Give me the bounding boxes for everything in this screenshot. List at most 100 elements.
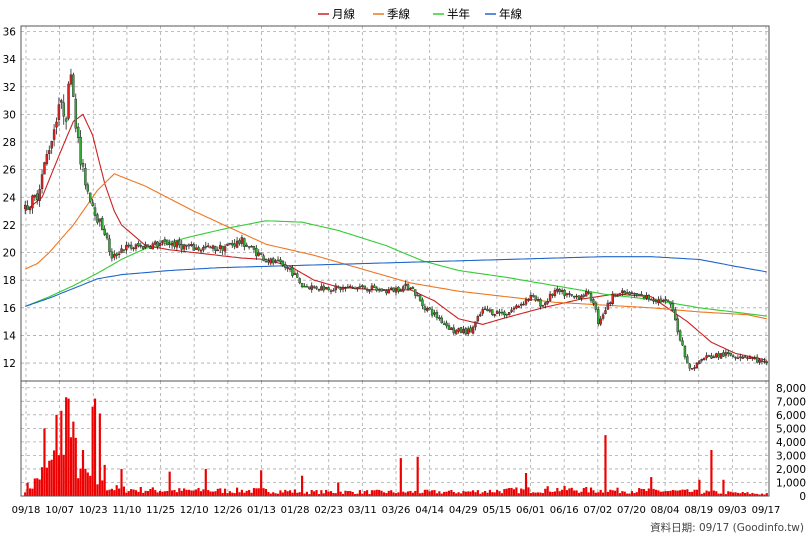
candle-down [300,282,304,288]
volume-bar [751,492,754,496]
volume-bar [404,492,407,496]
candle-down [710,355,713,359]
volume-bar [38,479,41,496]
volume-bar [609,489,612,496]
volume-bar [173,489,176,496]
volume-bar [443,491,446,496]
candle-up [467,328,470,335]
volume-bar [732,492,735,496]
candle-up [527,299,530,301]
volume-bar [219,488,222,496]
candle-up [657,299,660,304]
volume-bar [601,492,605,496]
candle-down [79,136,82,165]
legend-label: 半年 [447,7,470,21]
candle-up [170,242,174,246]
volume-bar [308,494,311,496]
candle-down [654,300,658,303]
price-tick-label: 12 [3,358,16,370]
volume-bar [589,487,593,496]
volume-bar [614,490,617,496]
candle-down [197,247,200,251]
candle-up [113,254,116,258]
volume-bar [142,492,145,496]
candle-down [505,313,508,316]
candle-up [257,252,260,256]
volume-bar [606,491,609,496]
candle-up [493,314,496,316]
candle-up [409,287,412,290]
candle-down [428,307,431,310]
candle-up [479,314,482,317]
volume-bar [515,487,518,496]
candle-up [48,150,51,154]
candle-up [219,244,222,249]
candle-up [510,309,513,312]
volume-bar [149,488,152,496]
candle-down [26,205,29,210]
candle-down [93,207,97,216]
candle-up [474,321,477,328]
volume-bar [674,490,677,496]
volume-bar [575,490,578,496]
volume-bar [433,490,436,496]
volume-bar [163,491,166,496]
volume-bar [647,488,650,496]
volume-bar [264,489,268,496]
price-tick-label: 14 [3,330,17,342]
volume-bar [532,492,535,496]
candle-down [276,259,280,262]
volume-bar [67,398,70,496]
candle-up [450,327,453,331]
volume-bar [101,480,104,496]
volume-bar [633,493,636,496]
volume-bar [74,437,77,496]
candle-up [361,285,364,287]
volume-bar [199,491,203,496]
candle-down [406,284,410,290]
volume-bar [724,494,727,496]
candle-down [678,330,682,341]
candle-down [411,287,415,290]
volume-bar [736,492,739,496]
candle-down [539,299,542,307]
volume-bar [455,493,458,496]
candle-up [235,240,239,248]
candle-down [399,290,403,292]
candle-down [267,260,270,263]
volume-bar [385,493,388,496]
volume-bar [650,477,653,496]
candle-up [488,309,492,312]
volume-bar [662,491,665,496]
volume-bar [257,488,260,496]
candle-up [57,104,61,120]
candle-down [231,242,234,246]
volume-bar [317,494,321,496]
candle-down [582,294,586,297]
candle-up [760,360,764,362]
candle-down [245,244,248,247]
volume-bar [416,456,419,496]
volume-bar [431,490,434,496]
volume-bar [43,428,46,496]
volume-bar [585,487,588,496]
volume-bar [108,489,111,496]
candle-down [423,306,427,311]
volume-bar [310,490,313,496]
candle-up [604,310,607,315]
volume-bar [445,491,448,496]
price-tick-label: 20 [3,248,16,260]
volume-bar [522,489,525,496]
candle-down [416,294,419,297]
volume-bar [611,490,614,496]
volume-bar [621,491,624,496]
volume-bar [594,492,597,496]
candle-down [84,167,87,186]
price-tick-label: 18 [3,275,16,287]
volume-bar [756,493,759,496]
date-tick-label: 12/10 [180,505,209,516]
volume-bar [358,490,361,496]
candle-up [462,328,465,334]
volume-bars [24,397,768,496]
